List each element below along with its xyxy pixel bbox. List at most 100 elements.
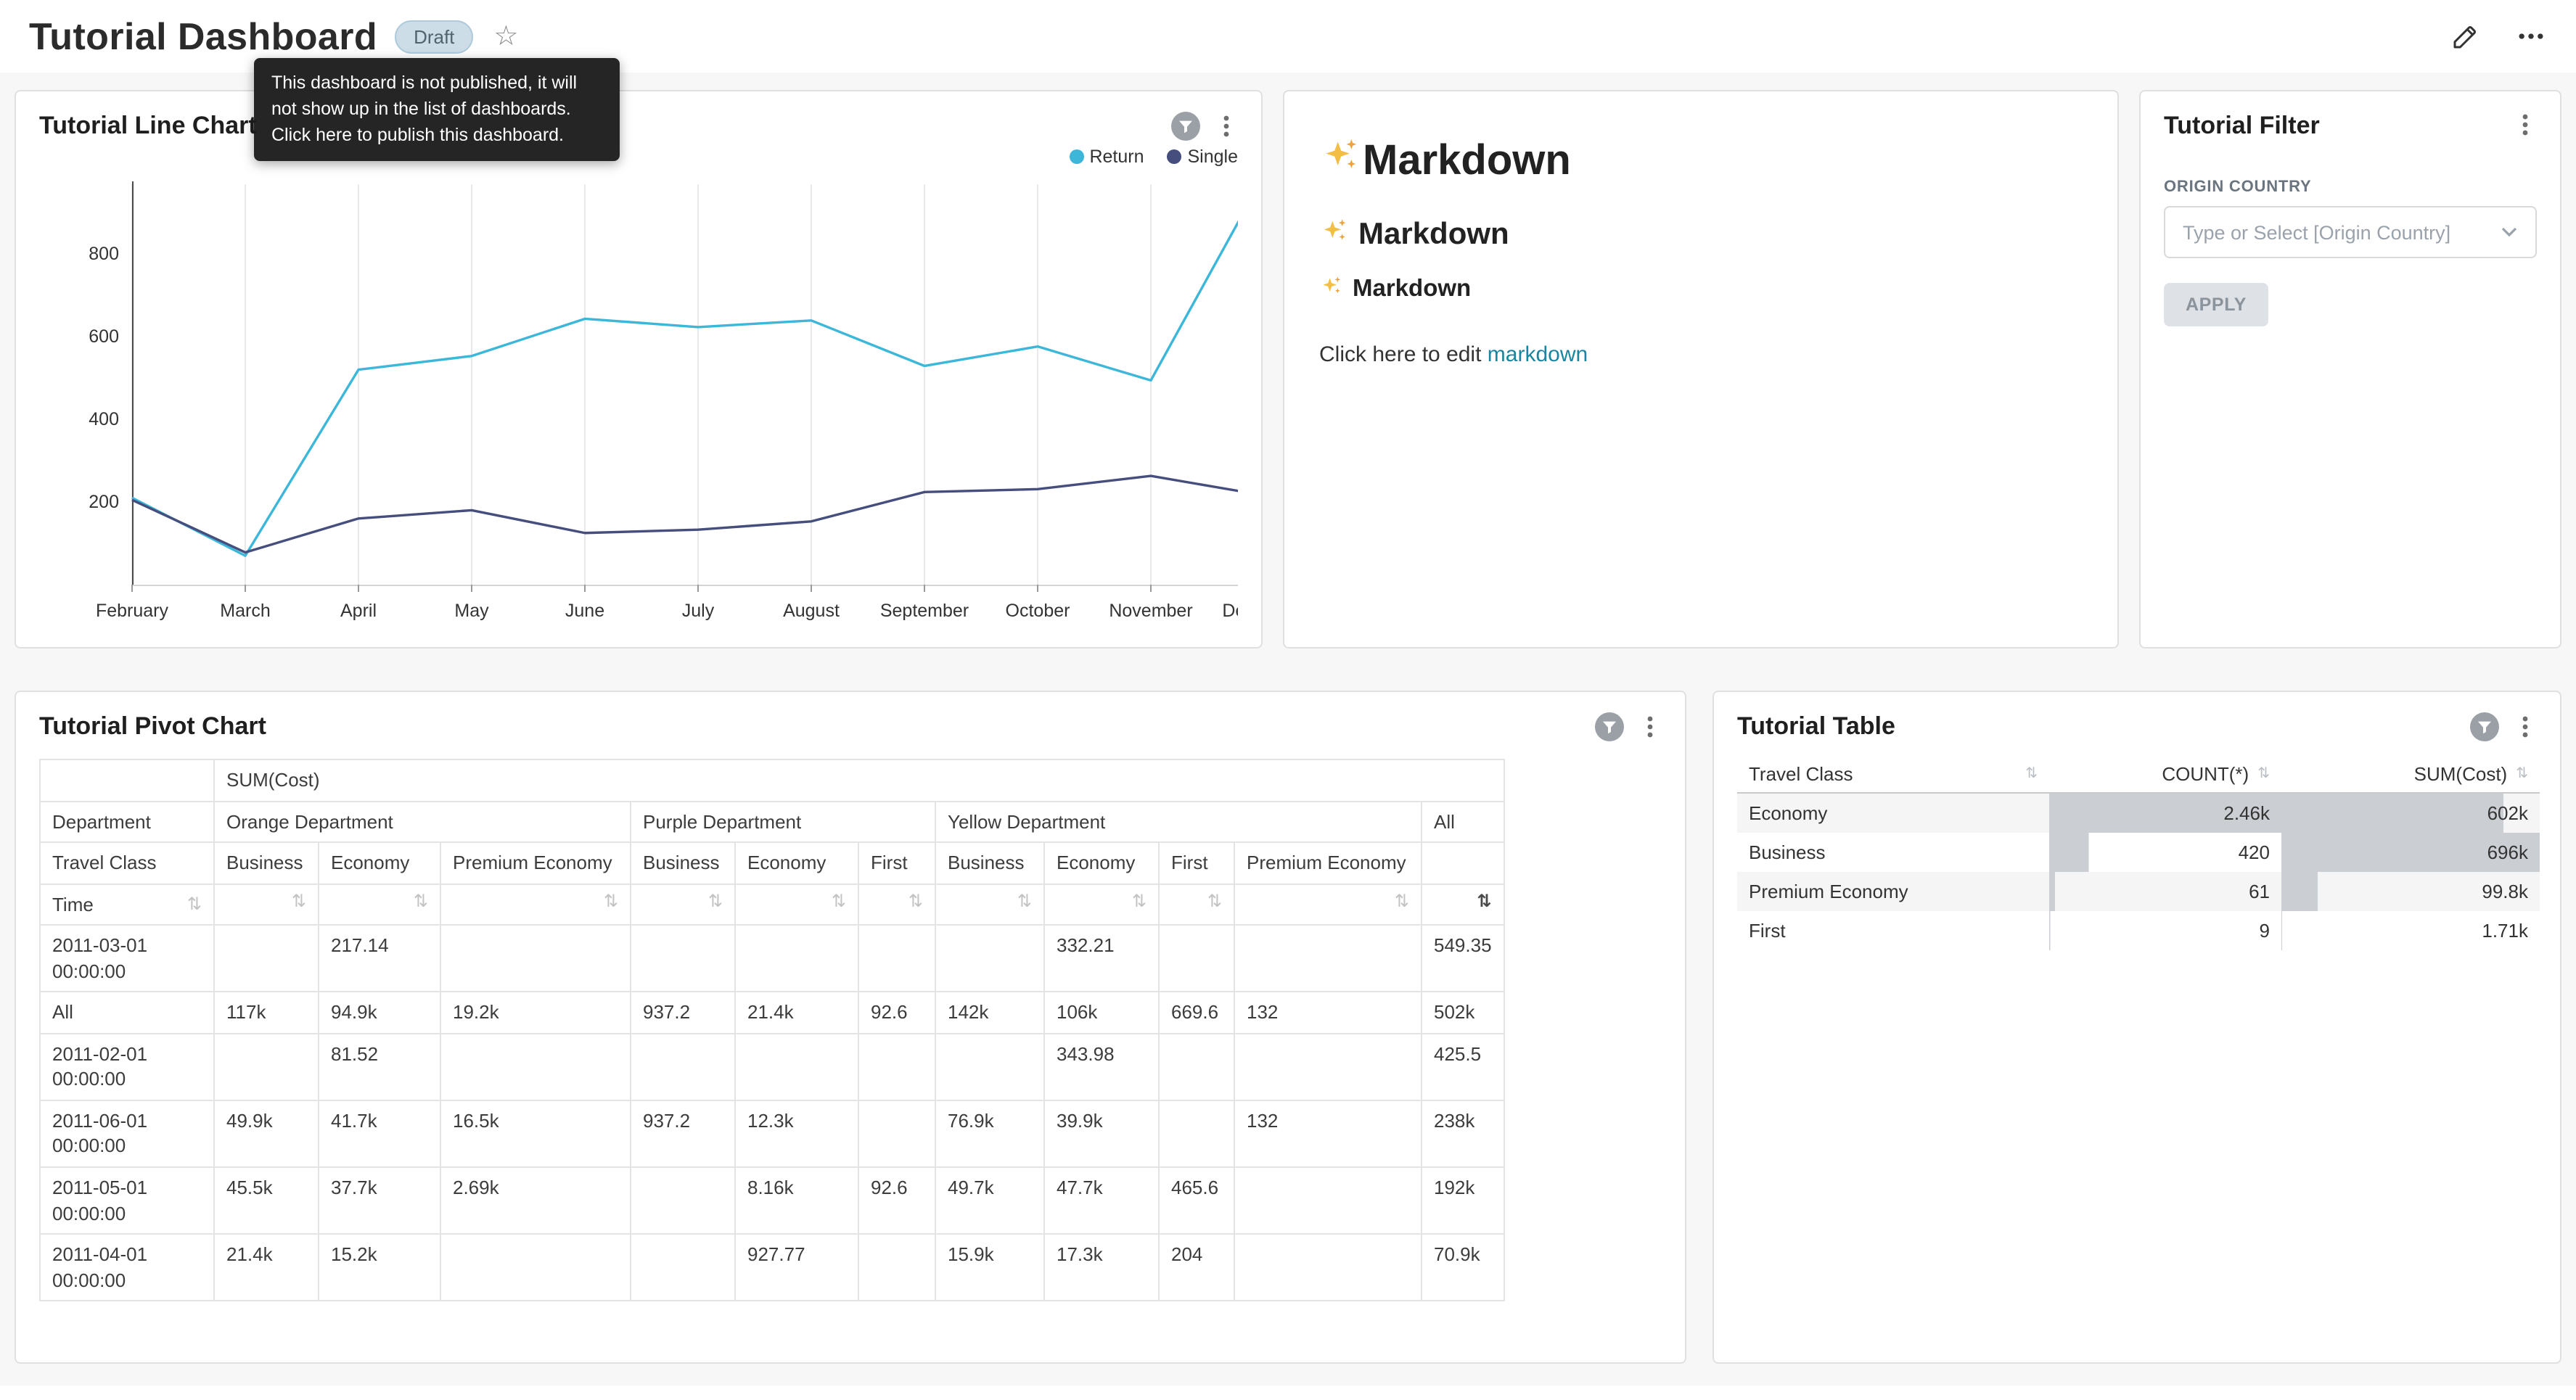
pivot-cell: 47.7k	[1043, 1166, 1160, 1235]
sort-icon[interactable]: ⇅	[2516, 765, 2528, 781]
pivot-cell: 927.77	[734, 1233, 859, 1302]
table-cell-travel-class: Premium Economy	[1749, 880, 1908, 902]
table-cell-count: 61	[2049, 871, 2281, 910]
svg-text:July: July	[682, 601, 715, 621]
table-row: Economy 2.46k 602k	[1737, 793, 2540, 832]
pivot-cell	[440, 924, 631, 993]
filter-indicator-icon[interactable]	[1171, 112, 1200, 141]
table-cell-sum: 99.8k	[2281, 871, 2540, 910]
sort-icon[interactable]: ⇅	[1207, 890, 1222, 911]
pivot-col-header: Premium Economy	[440, 841, 631, 885]
pivot-cell	[630, 1032, 736, 1101]
card-header: Tutorial Pivot Chart	[16, 692, 1685, 741]
filter-indicator-icon[interactable]	[1595, 712, 1624, 741]
table-cell-sum: 602k	[2281, 793, 2540, 832]
table-col-header[interactable]: COUNT(*) ⇅	[2049, 756, 2281, 794]
legend-dot	[1167, 149, 1182, 164]
sort-icon[interactable]: ⇅	[603, 890, 618, 911]
filter-card-title: Tutorial Filter	[2164, 112, 2320, 139]
sort-icon[interactable]: ⇅	[2025, 765, 2038, 781]
pivot-col-header: Economy	[1043, 841, 1160, 885]
pivot-cell: 937.2	[630, 1099, 736, 1169]
pivot-cell	[440, 1233, 631, 1302]
pivot-cell: 142k	[935, 991, 1045, 1034]
dashboard-grid: Tutorial Line Chart Return Single Februar…	[0, 73, 2576, 1400]
sort-icon[interactable]: ⇅	[2257, 765, 2270, 781]
sparkles-icon	[1319, 274, 1342, 305]
pivot-time-label: Time	[52, 893, 94, 915]
pivot-cell: 39.9k	[1043, 1099, 1160, 1169]
table-col-header[interactable]: SUM(Cost) ⇅	[2281, 756, 2540, 794]
pivot-row-header: 2011-04-01 00:00:00	[39, 1233, 215, 1302]
sort-icon[interactable]: ⇅	[1017, 890, 1032, 911]
sort-icon[interactable]: ⇅	[831, 890, 846, 911]
favorite-star-icon[interactable]: ☆	[493, 20, 519, 52]
edit-pencil-icon[interactable]	[2450, 21, 2480, 52]
kebab-menu-icon[interactable]	[1638, 714, 1662, 740]
pivot-cell	[1234, 1032, 1422, 1101]
sort-icon[interactable]: ⇅	[1477, 890, 1492, 911]
more-menu-icon[interactable]	[2515, 20, 2547, 52]
svg-text:March: March	[220, 601, 270, 621]
markdown-heading-3-text: Markdown	[1353, 276, 1472, 302]
draft-badge[interactable]: Draft	[395, 20, 474, 53]
sort-icon[interactable]: ⇅	[707, 890, 723, 911]
table-col-label: COUNT(*)	[2162, 763, 2249, 785]
kebab-menu-icon[interactable]	[2514, 714, 2537, 740]
pivot-cell	[858, 924, 936, 993]
pivot-group-header: All	[1421, 800, 1505, 844]
pivot-cell	[1158, 1032, 1235, 1101]
pivot-sort-header: ⇅	[935, 883, 1045, 926]
markdown-content[interactable]: Markdown Markdown	[1284, 91, 2117, 400]
pivot-cell	[1158, 924, 1235, 993]
apply-button[interactable]: APPLY	[2164, 283, 2269, 326]
pivot-group-header: Yellow Department	[935, 800, 1422, 844]
sort-icon[interactable]: ⇅	[291, 890, 306, 911]
table-cell-count: 9	[2049, 910, 2281, 950]
legend-item[interactable]: Single	[1167, 147, 1238, 167]
pivot-sort-header: ⇅	[318, 883, 441, 926]
publish-tooltip[interactable]: This dashboard is not published, it will…	[254, 58, 620, 162]
svg-text:September: September	[880, 601, 969, 621]
pivot-cell: 217.14	[318, 924, 441, 993]
pivot-cell: 17.3k	[1043, 1233, 1160, 1302]
pivot-sort-header: ⇅	[630, 883, 736, 926]
pivot-cell: 15.2k	[318, 1233, 441, 1302]
origin-country-select[interactable]: Type or Select [Origin Country]	[2164, 206, 2537, 258]
table-row: Business 420 696k	[1737, 832, 2540, 871]
sort-icon[interactable]: ⇅	[1394, 890, 1409, 911]
pivot-sort-header: ⇅	[734, 883, 859, 926]
pivot-cell: 332.21	[1043, 924, 1160, 993]
pivot-row: 2011-05-01 00:00:00 45.5k 37.7k 2.69k 8.16k 9…	[39, 1166, 1505, 1235]
pivot-cell: 132	[1234, 1099, 1422, 1169]
pivot-cell: 12.3k	[734, 1099, 859, 1169]
sort-icon[interactable]: ⇅	[908, 890, 923, 911]
sort-icon[interactable]: ⇅	[186, 894, 202, 915]
table-title: Tutorial Table	[1737, 712, 1895, 740]
filter-indicator-icon[interactable]	[2470, 712, 2499, 741]
sort-icon[interactable]: ⇅	[413, 890, 428, 911]
sort-icon[interactable]: ⇅	[1131, 890, 1147, 911]
svg-text:November: November	[1109, 601, 1192, 621]
pivot-cell: 49.7k	[935, 1166, 1045, 1235]
pivot-row-header: All	[39, 991, 215, 1034]
pivot-col-header: First	[858, 841, 936, 885]
table-cell-count: 420	[2049, 832, 2281, 871]
kebab-menu-icon[interactable]	[2514, 112, 2537, 138]
pivot-cell: 45.5k	[213, 1166, 319, 1235]
markdown-heading-2-text: Markdown	[1358, 218, 1509, 251]
pivot-cell	[1234, 1233, 1422, 1302]
svg-text:April: April	[340, 601, 377, 621]
table-col-header[interactable]: Travel Class ⇅	[1737, 756, 2049, 794]
markdown-paragraph-text: Click here to edit	[1319, 342, 1488, 367]
markdown-link[interactable]: markdown	[1487, 342, 1588, 367]
kebab-menu-icon[interactable]	[1215, 113, 1238, 139]
select-placeholder: Type or Select [Origin Country]	[2183, 221, 2451, 243]
table-row: Premium Economy 61 99.8k	[1737, 871, 2540, 910]
legend-item[interactable]: Return	[1069, 147, 1144, 167]
pivot-cell: 49.9k	[213, 1099, 319, 1169]
page-title: Tutorial Dashboard	[29, 14, 378, 57]
pivot-row: 2011-06-01 00:00:00 49.9k 41.7k 16.5k 937.2 1…	[39, 1099, 1505, 1169]
chevron-down-icon	[2501, 219, 2518, 245]
